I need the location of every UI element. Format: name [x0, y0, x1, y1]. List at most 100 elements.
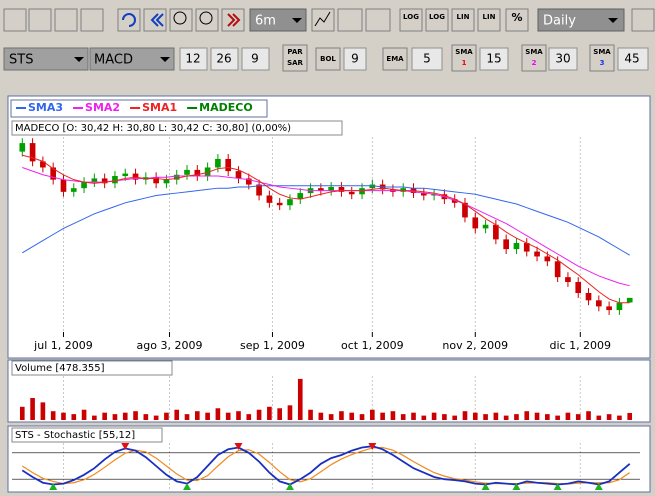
- title-box: [11, 360, 173, 376]
- param: 12: [185, 52, 200, 66]
- title-box: [11, 120, 343, 136]
- candle-body: [318, 188, 324, 191]
- volume-bar: [205, 412, 210, 420]
- candle-body: [91, 178, 98, 183]
- buy-signal: [553, 483, 562, 490]
- icon-button[interactable]: [54, 8, 78, 32]
- indicator: MACD: [94, 53, 133, 68]
- sma2-button[interactable]: [521, 44, 547, 72]
- candle-body: [287, 199, 293, 206]
- candle-body: [523, 243, 530, 252]
- candle-body: [513, 243, 520, 250]
- refresh-icon: [122, 13, 136, 27]
- dropdown-arrow: [608, 18, 618, 23]
- param: 9: [251, 52, 259, 66]
- param-field[interactable]: [479, 47, 509, 71]
- volume-bar: [256, 409, 262, 420]
- candle-body: [101, 178, 108, 184]
- toolbar-icons: [3, 8, 655, 32]
- volume-bar: [555, 415, 560, 420]
- icon-button[interactable]: [143, 8, 167, 32]
- volume-bar: [153, 415, 159, 420]
- x-tick-label: oct 1, 2009: [341, 339, 404, 352]
- volume-bar: [297, 378, 303, 420]
- candle-body: [29, 143, 36, 162]
- interval-select[interactable]: [537, 8, 625, 32]
- volume-bar: [503, 415, 509, 420]
- volume-bar: [596, 415, 602, 420]
- param-field[interactable]: [411, 47, 443, 71]
- volume-bar: [575, 414, 581, 420]
- lin-button[interactable]: [477, 8, 501, 32]
- legend-label: SMA3: [28, 101, 63, 114]
- icon-button[interactable]: [80, 8, 104, 32]
- sell-signal: [368, 443, 377, 450]
- icon-button[interactable]: [337, 8, 363, 32]
- volume-bar: [225, 412, 231, 420]
- volume-bar: [19, 406, 25, 420]
- volume-bar: [349, 412, 355, 420]
- legend-label: MADECO: [199, 101, 253, 114]
- icon-button[interactable]: [311, 8, 335, 32]
- icon-button[interactable]: [3, 8, 27, 32]
- icon-button[interactable]: [365, 8, 391, 32]
- symbol: STS: [9, 53, 33, 68]
- button-label: SMA: [525, 48, 543, 56]
- candle-body: [338, 186, 345, 192]
- button-label: LIN: [457, 13, 470, 21]
- candle-body: [163, 179, 170, 184]
- param-field[interactable]: [210, 47, 239, 71]
- symbol-select[interactable]: [3, 47, 89, 71]
- volume-bar: [606, 414, 612, 420]
- x-tick-label: ago 3, 2009: [137, 339, 203, 352]
- button-label: 2: [532, 59, 537, 67]
- candle-body: [606, 306, 612, 311]
- icon-button[interactable]: [117, 8, 141, 32]
- volume-bar: [318, 412, 324, 420]
- candle-body: [462, 202, 468, 218]
- candle-body: [235, 171, 242, 179]
- button-label: SMA: [455, 48, 473, 56]
- sma3-button[interactable]: [589, 44, 615, 72]
- button-label: EMA: [386, 55, 404, 63]
- lin-button[interactable]: [451, 8, 475, 32]
- param-field[interactable]: [179, 47, 208, 71]
- moving-average: [22, 166, 630, 287]
- volume-bar: [370, 409, 375, 420]
- param-field[interactable]: [617, 47, 649, 71]
- par-sar-button[interactable]: [282, 44, 308, 72]
- pct-button[interactable]: [505, 8, 529, 32]
- icon-button[interactable]: [28, 8, 52, 32]
- button-label: 3: [600, 59, 605, 67]
- ema-button[interactable]: [382, 47, 408, 71]
- candle-body: [431, 194, 437, 196]
- volume-bar: [328, 414, 334, 420]
- period-select[interactable]: [249, 8, 307, 32]
- param-field[interactable]: [343, 47, 367, 71]
- log-button[interactable]: [425, 8, 449, 32]
- candle-body: [359, 188, 365, 195]
- indicator-select[interactable]: [89, 47, 175, 71]
- chart-title: MADECO [O: 30,42 H: 30,80 L: 30,42 C: 30…: [15, 123, 291, 134]
- buy-signal: [512, 483, 521, 490]
- log-button[interactable]: [399, 8, 423, 32]
- button-label: LOG: [403, 13, 419, 21]
- stochastic-line: [21, 445, 631, 486]
- param: 26: [216, 52, 231, 66]
- param-field[interactable]: [241, 47, 270, 71]
- volume-bar: [586, 411, 591, 420]
- volume-bar: [61, 412, 66, 420]
- volume-bar: [277, 408, 282, 420]
- param: 45: [624, 52, 639, 66]
- sell-signal: [234, 443, 243, 450]
- interval: Daily: [543, 14, 576, 29]
- icon-button[interactable]: [631, 8, 655, 32]
- param-field[interactable]: [548, 47, 578, 71]
- volume-bar: [40, 402, 46, 420]
- candle-body: [626, 297, 633, 303]
- bol-button[interactable]: [315, 47, 341, 71]
- volume-bar: [215, 408, 221, 420]
- volume-bar: [267, 406, 272, 420]
- volume-bar: [92, 415, 97, 420]
- sma1-button[interactable]: [451, 44, 477, 72]
